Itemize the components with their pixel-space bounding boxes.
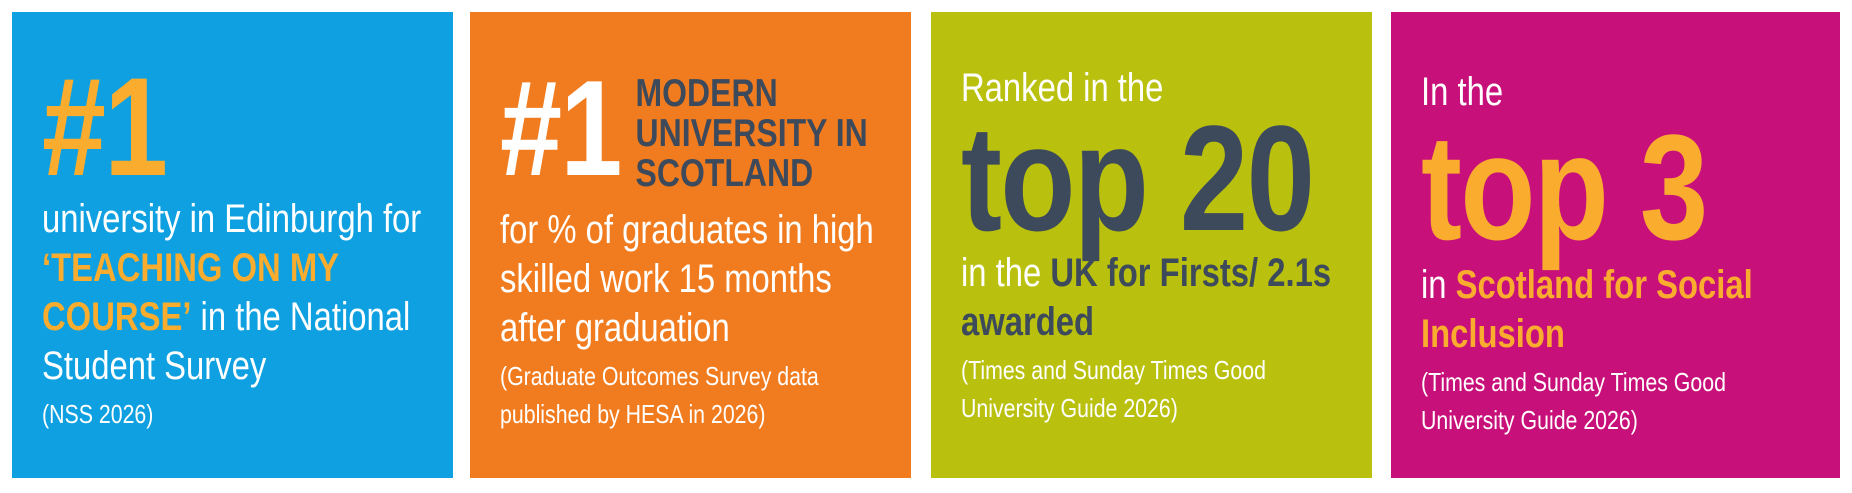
headline: top 3 [1421, 103, 1708, 271]
source-note: (NSS 2026) [42, 399, 154, 429]
source-note: (Times and Sunday Times Good University … [1421, 367, 1726, 435]
text: university in Edinburgh for [42, 197, 422, 241]
heading: MODERN UNIVERSITY IN SCOTLAND [635, 72, 868, 195]
intro: Ranked in the [961, 66, 1164, 110]
description: for % of graduates in high skilled work … [500, 208, 874, 350]
headline: #1 [42, 48, 168, 205]
source-note: (Graduate Outcomes Survey data published… [500, 361, 819, 429]
text: in the National Student Survey [42, 295, 411, 388]
headline: top 20 [961, 94, 1315, 262]
panel-content: Ranked in the top 20 in the UK for First… [961, 64, 1346, 427]
panel-nss: #1 university in Edinburgh for ‘TEACHING… [12, 12, 453, 478]
description: in the UK for Firsts/ 2.1s awarded [961, 249, 1346, 347]
headline: #1 [500, 52, 622, 204]
headline-row: #1 MODERN UNIVERSITY IN SCOTLAND [500, 52, 885, 204]
source-note: (Times and Sunday Times Good University … [961, 355, 1266, 423]
description: university in Edinburgh for ‘TEACHING ON… [42, 195, 427, 391]
panel-content: In the top 3 in Scotland for Social Incl… [1421, 68, 1806, 439]
panel-content: #1 MODERN UNIVERSITY IN SCOTLAND for % o… [500, 52, 885, 433]
panel-content: #1 university in Edinburgh for ‘TEACHING… [42, 48, 427, 433]
panel-graduates: #1 MODERN UNIVERSITY IN SCOTLAND for % o… [470, 12, 911, 478]
description: in Scotland for Social Inclusion [1421, 261, 1806, 359]
highlight: Scotland for Social Inclusion [1421, 263, 1753, 356]
intro: In the [1421, 70, 1504, 114]
highlight: UK for Firsts/ 2.1s awarded [961, 251, 1332, 344]
panel-inclusion: In the top 3 in Scotland for Social Incl… [1391, 12, 1840, 478]
highlight: ‘TEACHING ON MY COURSE’ [42, 246, 339, 339]
text: in the [961, 251, 1051, 295]
panel-firsts: Ranked in the top 20 in the UK for First… [931, 12, 1372, 478]
text: in [1421, 263, 1456, 307]
